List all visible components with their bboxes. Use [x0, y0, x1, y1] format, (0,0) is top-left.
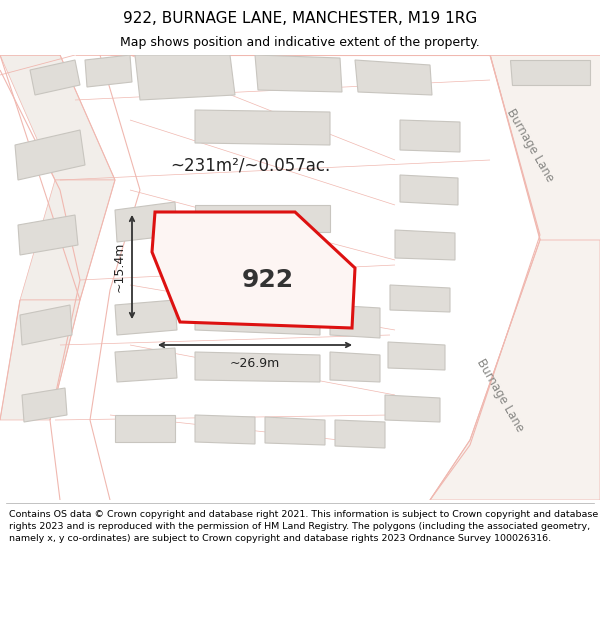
Polygon shape — [115, 202, 177, 242]
Polygon shape — [355, 60, 432, 95]
Polygon shape — [195, 352, 320, 382]
Polygon shape — [390, 285, 450, 312]
Polygon shape — [195, 300, 320, 335]
Text: 922, BURNAGE LANE, MANCHESTER, M19 1RG: 922, BURNAGE LANE, MANCHESTER, M19 1RG — [123, 11, 477, 26]
Polygon shape — [0, 55, 115, 180]
Text: ~26.9m: ~26.9m — [230, 357, 280, 370]
Polygon shape — [385, 395, 440, 422]
Polygon shape — [490, 55, 600, 240]
Polygon shape — [85, 55, 132, 87]
Polygon shape — [115, 300, 177, 335]
Polygon shape — [135, 55, 235, 100]
Polygon shape — [195, 110, 330, 145]
Text: Burnage Lane: Burnage Lane — [504, 106, 556, 184]
Polygon shape — [20, 180, 115, 300]
Polygon shape — [20, 305, 72, 345]
Polygon shape — [400, 175, 458, 205]
Text: Contains OS data © Crown copyright and database right 2021. This information is : Contains OS data © Crown copyright and d… — [9, 510, 598, 542]
Text: 922: 922 — [242, 268, 294, 292]
Polygon shape — [430, 240, 600, 500]
Polygon shape — [265, 417, 325, 445]
Text: Map shows position and indicative extent of the property.: Map shows position and indicative extent… — [120, 36, 480, 49]
Polygon shape — [400, 120, 460, 152]
Polygon shape — [115, 415, 175, 442]
Polygon shape — [195, 205, 330, 232]
Text: ~15.4m: ~15.4m — [113, 242, 126, 292]
Polygon shape — [510, 60, 590, 85]
Polygon shape — [335, 420, 385, 448]
Text: Burnage Lane: Burnage Lane — [474, 356, 526, 434]
Polygon shape — [22, 388, 67, 422]
Polygon shape — [330, 352, 380, 382]
Polygon shape — [30, 60, 80, 95]
Polygon shape — [388, 342, 445, 370]
Polygon shape — [395, 230, 455, 260]
Text: ~231m²/~0.057ac.: ~231m²/~0.057ac. — [170, 156, 330, 174]
Polygon shape — [0, 300, 80, 420]
Polygon shape — [115, 348, 177, 382]
Polygon shape — [15, 130, 85, 180]
Polygon shape — [330, 305, 380, 338]
Polygon shape — [152, 212, 355, 328]
Polygon shape — [195, 415, 255, 444]
Polygon shape — [18, 215, 78, 255]
Polygon shape — [255, 55, 342, 92]
